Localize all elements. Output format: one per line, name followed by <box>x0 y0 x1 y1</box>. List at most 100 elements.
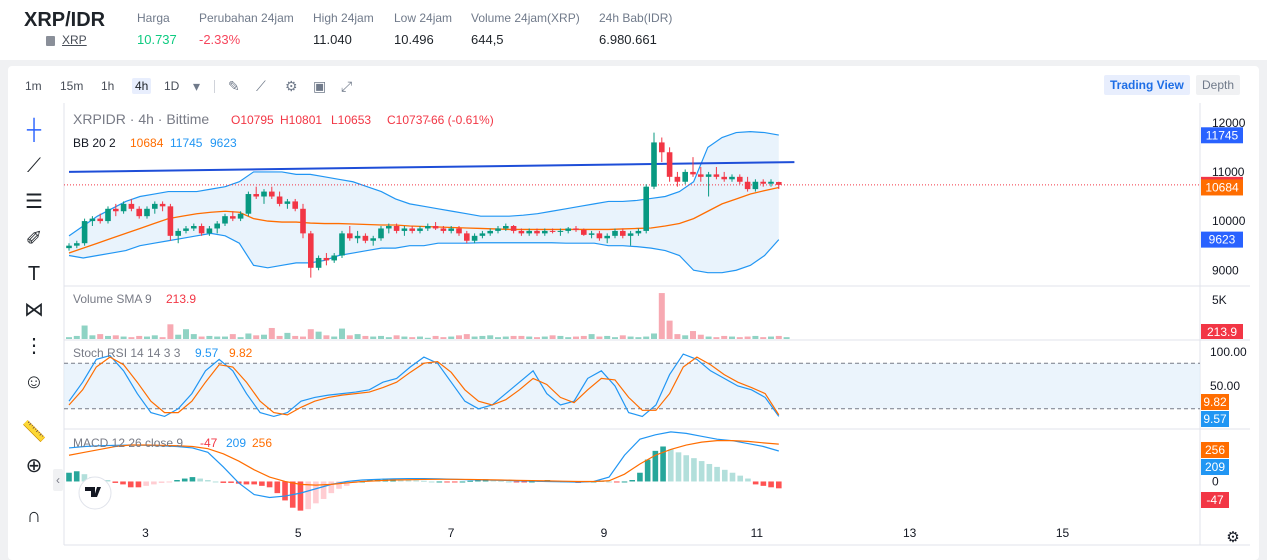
fib-icon[interactable]: ☰ <box>25 191 43 213</box>
candle-body <box>596 233 603 239</box>
volume-bar <box>541 336 548 339</box>
candle-body <box>347 233 353 239</box>
magnet-icon[interactable]: ∩ <box>26 505 42 527</box>
macd-hist-bar <box>698 461 705 482</box>
candle-body <box>237 213 244 219</box>
interval-15m[interactable]: 15m <box>60 79 84 93</box>
time-tick-label: 9 <box>601 526 608 540</box>
candle-body <box>222 216 228 224</box>
volume-bar <box>385 337 392 339</box>
macd-hist-bar <box>652 450 659 482</box>
volume-bar <box>292 335 299 339</box>
volume-bar <box>237 337 244 339</box>
zoom-icon[interactable]: ⊕ <box>25 455 43 477</box>
time-tick-label: 13 <box>903 526 917 540</box>
candle-body <box>284 201 291 204</box>
stat-2: High 24jam 11.040 <box>313 11 374 47</box>
candle-body <box>729 176 735 180</box>
trading-view-tab[interactable]: Trading View <box>1104 75 1190 95</box>
volume-bar <box>768 336 774 339</box>
volume-bar <box>378 335 384 339</box>
text-icon[interactable]: T <box>27 263 41 285</box>
interval-1D[interactable]: 1D <box>164 79 180 93</box>
emoji-icon[interactable]: ☺ <box>23 371 45 393</box>
gear-icon[interactable]: ⚙ <box>285 78 298 94</box>
macd-hist-bar <box>637 472 643 482</box>
volume-bar <box>284 332 291 339</box>
volume-bar <box>783 337 790 339</box>
volume-bar <box>261 334 267 339</box>
coin-label[interactable]: XRP <box>62 33 87 47</box>
candle-body <box>378 228 384 239</box>
candle-body <box>198 226 205 234</box>
save-icon[interactable]: ▣ <box>313 78 327 94</box>
macd-hist-bar <box>297 481 304 511</box>
interval-1m[interactable]: 1m <box>25 79 42 93</box>
candle-body <box>175 230 181 236</box>
macd-hist-bar <box>336 481 342 489</box>
volume-bar <box>120 336 127 339</box>
macd-hist-bar <box>475 480 481 482</box>
forecast-icon[interactable]: ⋮ <box>24 335 44 357</box>
pattern-icon[interactable]: ⋈ <box>24 299 44 321</box>
candle-body <box>292 201 298 209</box>
crosshair-icon[interactable]: ┼ <box>26 119 42 141</box>
fullscreen-icon[interactable]: ⤢ <box>341 78 353 94</box>
macd-hist-bar <box>413 480 419 482</box>
trendline <box>68 161 795 173</box>
candle-body <box>74 243 80 246</box>
trend-line-icon[interactable]: ⟋ <box>27 155 41 177</box>
volume-bar <box>245 333 252 339</box>
stat-label: Harga <box>137 11 170 25</box>
volume-bar <box>346 335 353 339</box>
macd-hist-bar <box>768 481 774 488</box>
legend-bb-basis: 10684 <box>130 136 164 150</box>
volume-bar <box>409 337 416 339</box>
brush-icon[interactable]: ✐ <box>25 228 43 250</box>
candle-body <box>183 228 189 231</box>
macd-hist-bar <box>752 481 759 485</box>
volume-bar <box>705 336 712 339</box>
candle-body <box>682 171 688 182</box>
interval-1h[interactable]: 1h <box>101 79 115 93</box>
line-chart-icon[interactable]: ⟋ <box>256 78 266 94</box>
pair-title[interactable]: XRP/IDR <box>24 9 106 31</box>
candle-body <box>776 181 782 185</box>
volume-bar <box>214 336 221 339</box>
ruler-icon[interactable]: 📏 <box>21 421 47 443</box>
legend-ohlc-h: H10801 <box>280 113 322 127</box>
candle-body <box>425 226 431 229</box>
depth-tab[interactable]: Depth <box>1196 75 1241 95</box>
macd-hist-bar <box>675 452 682 482</box>
coin-link[interactable]: XRP <box>46 33 87 47</box>
price-chart[interactable]: 120001100010000900011745107371068496235K… <box>17 103 1250 548</box>
legend-bb-upper: 11745 <box>170 136 203 150</box>
pen-icon[interactable]: ✎ <box>228 78 240 94</box>
legend-stoch-name: Stoch RSI 14 14 3 3 <box>73 346 181 360</box>
chevron-down-icon[interactable]: ▾ <box>193 78 201 94</box>
volume-bar <box>315 331 322 339</box>
candle-body <box>643 186 649 231</box>
macd-hist-bar <box>274 481 281 494</box>
macd-hist-bar <box>143 481 149 486</box>
volume-bar <box>463 334 470 339</box>
volume-bar <box>183 329 189 339</box>
macd-hist-bar <box>166 481 173 483</box>
candle-body <box>167 206 174 236</box>
stat-value: 6.980.661 <box>599 32 657 47</box>
volume-bar <box>674 334 681 339</box>
candle-body <box>479 233 486 236</box>
macd-hist-bar <box>436 481 443 483</box>
candle-body <box>113 208 119 212</box>
macd-hist-bar <box>606 481 612 483</box>
volume-bar <box>370 336 377 339</box>
legend-stoch-d: 9.82 <box>229 346 253 360</box>
interval-4h[interactable]: 4h <box>132 78 152 94</box>
candle-body <box>331 255 337 261</box>
macd-hist-bar <box>328 481 335 494</box>
volume-bar <box>456 335 462 339</box>
macd-hist-bar <box>228 481 234 483</box>
candle-body <box>370 238 376 241</box>
tradingview-logo-icon <box>78 476 112 510</box>
candle-body <box>269 191 275 197</box>
